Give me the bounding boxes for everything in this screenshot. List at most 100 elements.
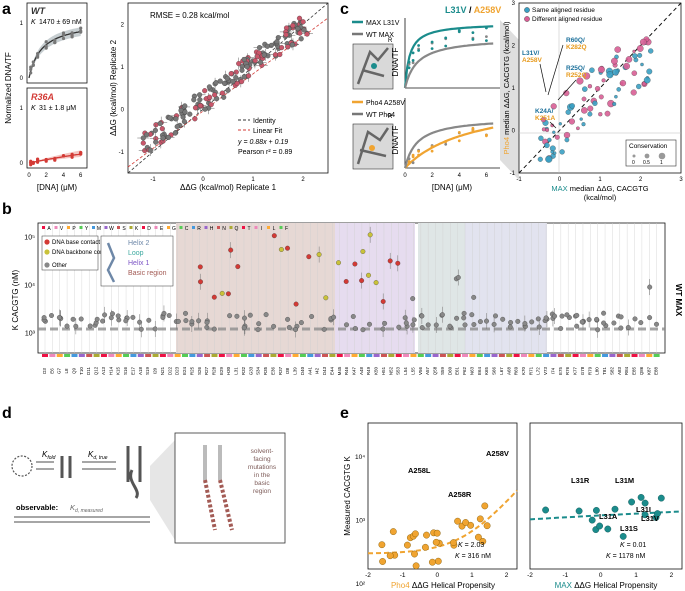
aa-color-strip (484, 354, 491, 357)
mp-point (576, 126, 580, 131)
b-position-label: E24 (182, 367, 187, 376)
c-bottom-binding-plot: R (388, 98, 500, 169)
right-kd-text: K = 1178 nM (606, 553, 646, 560)
b-point (70, 316, 76, 322)
replicate-point (202, 106, 208, 112)
b-point (484, 318, 489, 324)
aa-color-strip (100, 354, 107, 357)
c-bottom-point (417, 153, 420, 157)
zoom-wedge (500, 20, 519, 180)
replicate-point (256, 45, 263, 51)
aa-color-strip (410, 354, 417, 357)
r36a-confidence-band (29, 150, 81, 163)
b-point (632, 316, 638, 322)
aa-color-strip (226, 354, 233, 357)
b-position-label: E88 (654, 367, 659, 376)
anno-r252q: R252Q (566, 72, 587, 79)
b-point (461, 315, 467, 321)
mp-point (576, 77, 584, 85)
b-point (198, 279, 203, 285)
b-point (647, 284, 653, 290)
replicate-point (217, 78, 223, 84)
aa-color-strip (49, 354, 56, 357)
panel-label-d: d (2, 405, 12, 422)
aa-letter: S (122, 226, 126, 232)
r36a-point (79, 150, 83, 155)
legend-pearson: Pearson r² = 0.89 (238, 149, 292, 156)
b-point (433, 322, 439, 328)
b-position-label: Q9 (71, 368, 76, 375)
mp-legend: Same aligned residue Different aligned r… (524, 7, 603, 23)
label-l31s: L31S (620, 524, 638, 533)
b-position-label: R71 (528, 366, 533, 375)
mp-ytick: 2 (512, 44, 516, 50)
b-position-label: T10 (79, 367, 84, 375)
aa-color-strip (86, 354, 93, 357)
aa-color-strip (432, 354, 439, 357)
b-point (595, 327, 601, 333)
b-point (323, 295, 329, 301)
mp-xunit: (kcal/mol) (584, 193, 617, 202)
r36a-point (44, 158, 48, 162)
kd-true-symbol: Kd, true (88, 450, 108, 461)
b-position-label: L54 (403, 367, 408, 375)
wt-point (29, 65, 33, 69)
replicate-point (174, 124, 180, 130)
mp-point (550, 103, 557, 110)
kd-measured-symbol: Kd, measured (70, 503, 103, 514)
b-point (410, 322, 416, 328)
b-position-label: G7 (57, 368, 62, 375)
scatter-xtick: 0 (201, 177, 205, 183)
a-xtick: 4 (62, 173, 66, 179)
aa-color-strip (638, 354, 645, 357)
b-point (293, 327, 298, 332)
b-position-label: L55 (410, 367, 415, 375)
replicate-point (207, 94, 213, 100)
mp-point (619, 79, 627, 87)
b-point (211, 294, 217, 300)
b-position-label: I74 (550, 367, 555, 374)
b-position-labels: D3 E6 G7 L8 Q9 T10 D11 Q12 A13 H14 K15 S16 E17 A18 S19… (42, 354, 660, 375)
replicate-point (230, 78, 236, 85)
legend-loop: Loop (128, 250, 144, 257)
anno-l31v: L31V/ (522, 50, 540, 57)
c-bottom-point (444, 140, 448, 143)
aa-letter: K (135, 226, 139, 232)
aa-swatch (117, 226, 120, 229)
b-point (352, 326, 358, 331)
replicate-point (225, 87, 231, 93)
aa-letter: W (109, 226, 114, 232)
mp-point (632, 53, 638, 59)
c-bottom-point (407, 162, 411, 165)
b-position-label: K87 (646, 367, 651, 376)
aa-color-strip (425, 354, 432, 357)
aa-color-strip (233, 354, 240, 357)
replicate-point (296, 15, 303, 21)
mp-ytick: 3 (512, 1, 516, 7)
b-point (316, 252, 322, 257)
pho4-point (433, 529, 441, 537)
e-ytick: 10² (356, 581, 366, 588)
aa-letter: Q (235, 226, 239, 232)
b-point (228, 247, 234, 253)
label-l31a: L31A (599, 512, 618, 521)
pho4-point (462, 519, 469, 526)
mp-point (631, 70, 638, 76)
a-ytick-1b: 1 (20, 106, 24, 112)
aa-color-strip (579, 354, 586, 357)
wt-point (29, 71, 33, 75)
mp-point (612, 101, 617, 107)
wt-point (70, 33, 74, 37)
c-bottom-point (411, 161, 415, 165)
b-point (359, 278, 365, 284)
aa-color-strip (358, 354, 365, 357)
replicate-point (289, 42, 295, 48)
anno-k24a: K24A/ (535, 108, 554, 115)
mp-point (565, 109, 571, 115)
mp-point (623, 62, 630, 70)
legend-different-residue: Different aligned residue (532, 16, 603, 23)
b-position-label: T81 (602, 367, 607, 375)
c-bottom-point (444, 142, 448, 146)
b-point (235, 264, 241, 270)
